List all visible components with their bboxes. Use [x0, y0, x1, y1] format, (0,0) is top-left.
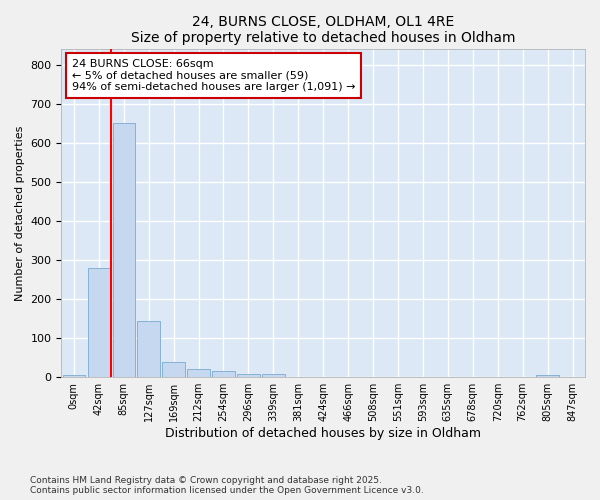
Bar: [62, 376, 85, 377]
Bar: [536, 376, 559, 377]
Text: 24 BURNS CLOSE: 66sqm
← 5% of detached houses are smaller (59)
94% of semi-detac: 24 BURNS CLOSE: 66sqm ← 5% of detached h…: [72, 59, 355, 92]
X-axis label: Distribution of detached houses by size in Oldham: Distribution of detached houses by size …: [165, 427, 481, 440]
Y-axis label: Number of detached properties: Number of detached properties: [15, 126, 25, 301]
Bar: [163, 362, 185, 377]
Bar: [88, 268, 110, 377]
Bar: [237, 374, 260, 377]
Title: 24, BURNS CLOSE, OLDHAM, OL1 4RE
Size of property relative to detached houses in: 24, BURNS CLOSE, OLDHAM, OL1 4RE Size of…: [131, 15, 515, 45]
Bar: [187, 370, 210, 377]
Bar: [137, 322, 160, 377]
Text: Contains HM Land Registry data © Crown copyright and database right 2025.
Contai: Contains HM Land Registry data © Crown c…: [30, 476, 424, 495]
Bar: [262, 374, 284, 377]
Bar: [113, 124, 135, 377]
Bar: [212, 372, 235, 377]
